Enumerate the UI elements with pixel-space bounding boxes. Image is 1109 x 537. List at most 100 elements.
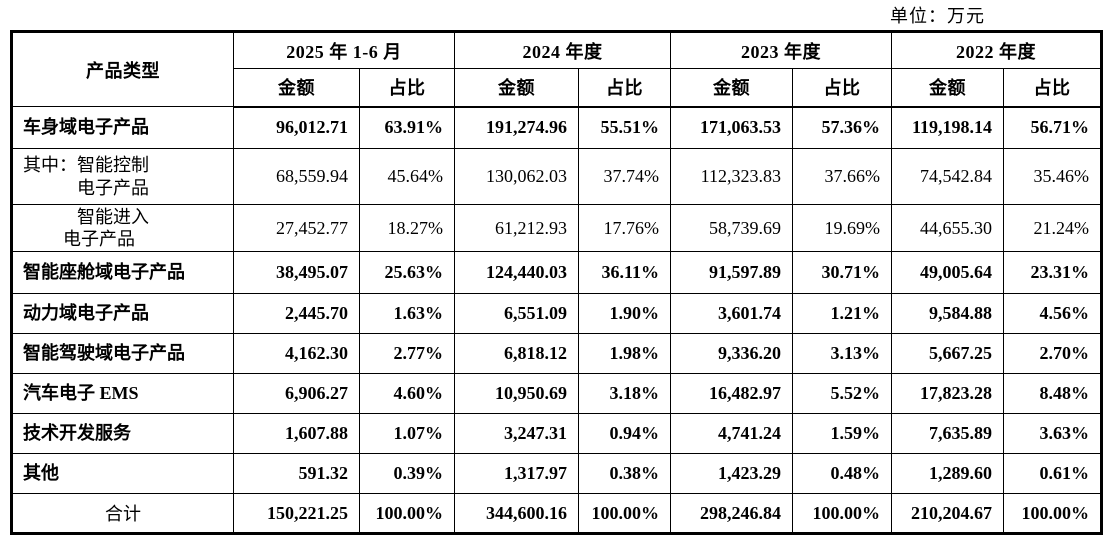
product-name-cell: 汽车电子 EMS [11, 373, 234, 414]
table-row: 其他 591.32 0.39% 1,317.97 0.38% 1,423.29 … [11, 453, 1102, 494]
table-row: 车身域电子产品 96,012.71 63.91% 191,274.96 55.5… [11, 106, 1102, 149]
amount-cell: 3,601.74 [670, 293, 793, 334]
amount-cell: 6,818.12 [454, 333, 579, 374]
ratio-cell: 23.31% [1003, 251, 1102, 294]
table-row: 技术开发服务 1,607.88 1.07% 3,247.31 0.94% 4,7… [11, 413, 1102, 454]
amount-cell: 9,584.88 [891, 293, 1004, 334]
amount-cell: 91,597.89 [670, 251, 793, 294]
amount-cell: 130,062.03 [454, 148, 579, 205]
ratio-cell: 100.00% [359, 493, 455, 534]
ratio-cell: 1.21% [792, 293, 892, 334]
unit-label: 单位：万元 [890, 6, 985, 26]
ratio-cell: 30.71% [792, 251, 892, 294]
ratio-cell: 19.69% [792, 204, 892, 252]
col-header-period-2025h1: 2025 年 1-6 月 [233, 31, 455, 69]
ratio-cell: 18.27% [359, 204, 455, 252]
amount-cell: 7,635.89 [891, 413, 1004, 454]
product-name-cell: 技术开发服务 [11, 413, 234, 454]
ratio-cell: 56.71% [1003, 106, 1102, 149]
amount-cell: 5,667.25 [891, 333, 1004, 374]
amount-cell: 591.32 [233, 453, 360, 494]
amount-cell: 210,204.67 [891, 493, 1004, 534]
product-name-cell: 智能座舱域电子产品 [11, 251, 234, 294]
product-name-line: 其中：智能控制 [23, 155, 149, 175]
amount-cell: 191,274.96 [454, 106, 579, 149]
ratio-cell: 100.00% [1003, 493, 1102, 534]
ratio-cell: 1.07% [359, 413, 455, 454]
amount-cell: 4,162.30 [233, 333, 360, 374]
ratio-cell: 3.63% [1003, 413, 1102, 454]
ratio-cell: 0.38% [578, 453, 671, 494]
ratio-cell: 1.98% [578, 333, 671, 374]
product-name-line: 智能进入 [77, 206, 149, 227]
product-name-cell: 智能驾驶域电子产品 [11, 333, 234, 374]
amount-cell: 4,741.24 [670, 413, 793, 454]
amount-cell: 150,221.25 [233, 493, 360, 534]
ratio-cell: 21.24% [1003, 204, 1102, 252]
total-label-cell: 合计 [11, 493, 234, 534]
ratio-cell: 3.18% [578, 373, 671, 414]
ratio-cell: 1.63% [359, 293, 455, 334]
amount-cell: 74,542.84 [891, 148, 1004, 205]
amount-cell: 68,559.94 [233, 148, 360, 205]
amount-cell: 6,906.27 [233, 373, 360, 414]
product-revenue-table: 产品类型 2025 年 1-6 月 2024 年度 2023 年度 2022 年… [10, 30, 1103, 535]
product-name-cell: 车身域电子产品 [11, 106, 234, 149]
ratio-cell: 55.51% [578, 106, 671, 149]
ratio-cell: 0.39% [359, 453, 455, 494]
ratio-cell: 100.00% [792, 493, 892, 534]
col-header-ratio: 占比 [1003, 68, 1102, 108]
ratio-cell: 8.48% [1003, 373, 1102, 414]
col-header-ratio: 占比 [792, 68, 892, 108]
ratio-cell: 100.00% [578, 493, 671, 534]
table-row: 汽车电子 EMS 6,906.27 4.60% 10,950.69 3.18% … [11, 373, 1102, 414]
ratio-cell: 3.13% [792, 333, 892, 374]
product-name-cell: 智能进入 电子产品 [11, 204, 234, 252]
table-row: 动力域电子产品 2,445.70 1.63% 6,551.09 1.90% 3,… [11, 293, 1102, 334]
product-name-cell: 其中：智能控制 电子产品 [11, 148, 234, 205]
total-row: 合计 150,221.25 100.00% 344,600.16 100.00%… [11, 493, 1102, 534]
ratio-cell: 45.64% [359, 148, 455, 205]
table-row: 智能驾驶域电子产品 4,162.30 2.77% 6,818.12 1.98% … [11, 333, 1102, 374]
table-row: 智能进入 电子产品 27,452.77 18.27% 61,212.93 17.… [11, 204, 1102, 252]
amount-cell: 1,289.60 [891, 453, 1004, 494]
table-row: 其中：智能控制 电子产品 68,559.94 45.64% 130,062.03… [11, 148, 1102, 205]
header-row-periods: 产品类型 2025 年 1-6 月 2024 年度 2023 年度 2022 年… [11, 31, 1102, 107]
ratio-cell: 17.76% [578, 204, 671, 252]
ratio-cell: 35.46% [1003, 148, 1102, 205]
ratio-cell: 2.77% [359, 333, 455, 374]
ratio-cell: 37.66% [792, 148, 892, 205]
col-header-product-type: 产品类型 [11, 31, 234, 107]
col-header-ratio: 占比 [578, 68, 671, 108]
col-header-ratio: 占比 [359, 68, 455, 108]
amount-cell: 171,063.53 [670, 106, 793, 149]
ratio-cell: 4.60% [359, 373, 455, 414]
amount-cell: 44,655.30 [891, 204, 1004, 252]
amount-cell: 2,445.70 [233, 293, 360, 334]
col-header-amount: 金额 [454, 68, 579, 108]
col-header-amount: 金额 [891, 68, 1004, 108]
ratio-cell: 5.52% [792, 373, 892, 414]
amount-cell: 9,336.20 [670, 333, 793, 374]
amount-cell: 344,600.16 [454, 493, 579, 534]
col-header-period-2024: 2024 年度 [454, 31, 671, 69]
ratio-cell: 0.94% [578, 413, 671, 454]
amount-cell: 6,551.09 [454, 293, 579, 334]
table-row: 智能座舱域电子产品 38,495.07 25.63% 124,440.03 36… [11, 251, 1102, 294]
col-header-period-2022: 2022 年度 [891, 31, 1102, 69]
amount-cell: 58,739.69 [670, 204, 793, 252]
amount-cell: 38,495.07 [233, 251, 360, 294]
amount-cell: 1,423.29 [670, 453, 793, 494]
ratio-cell: 57.36% [792, 106, 892, 149]
product-name-cell: 其他 [11, 453, 234, 494]
amount-cell: 112,323.83 [670, 148, 793, 205]
amount-cell: 3,247.31 [454, 413, 579, 454]
amount-cell: 61,212.93 [454, 204, 579, 252]
amount-cell: 49,005.64 [891, 251, 1004, 294]
ratio-cell: 25.63% [359, 251, 455, 294]
amount-cell: 16,482.97 [670, 373, 793, 414]
amount-cell: 298,246.84 [670, 493, 793, 534]
product-name-cell: 动力域电子产品 [11, 293, 234, 334]
ratio-cell: 37.74% [578, 148, 671, 205]
